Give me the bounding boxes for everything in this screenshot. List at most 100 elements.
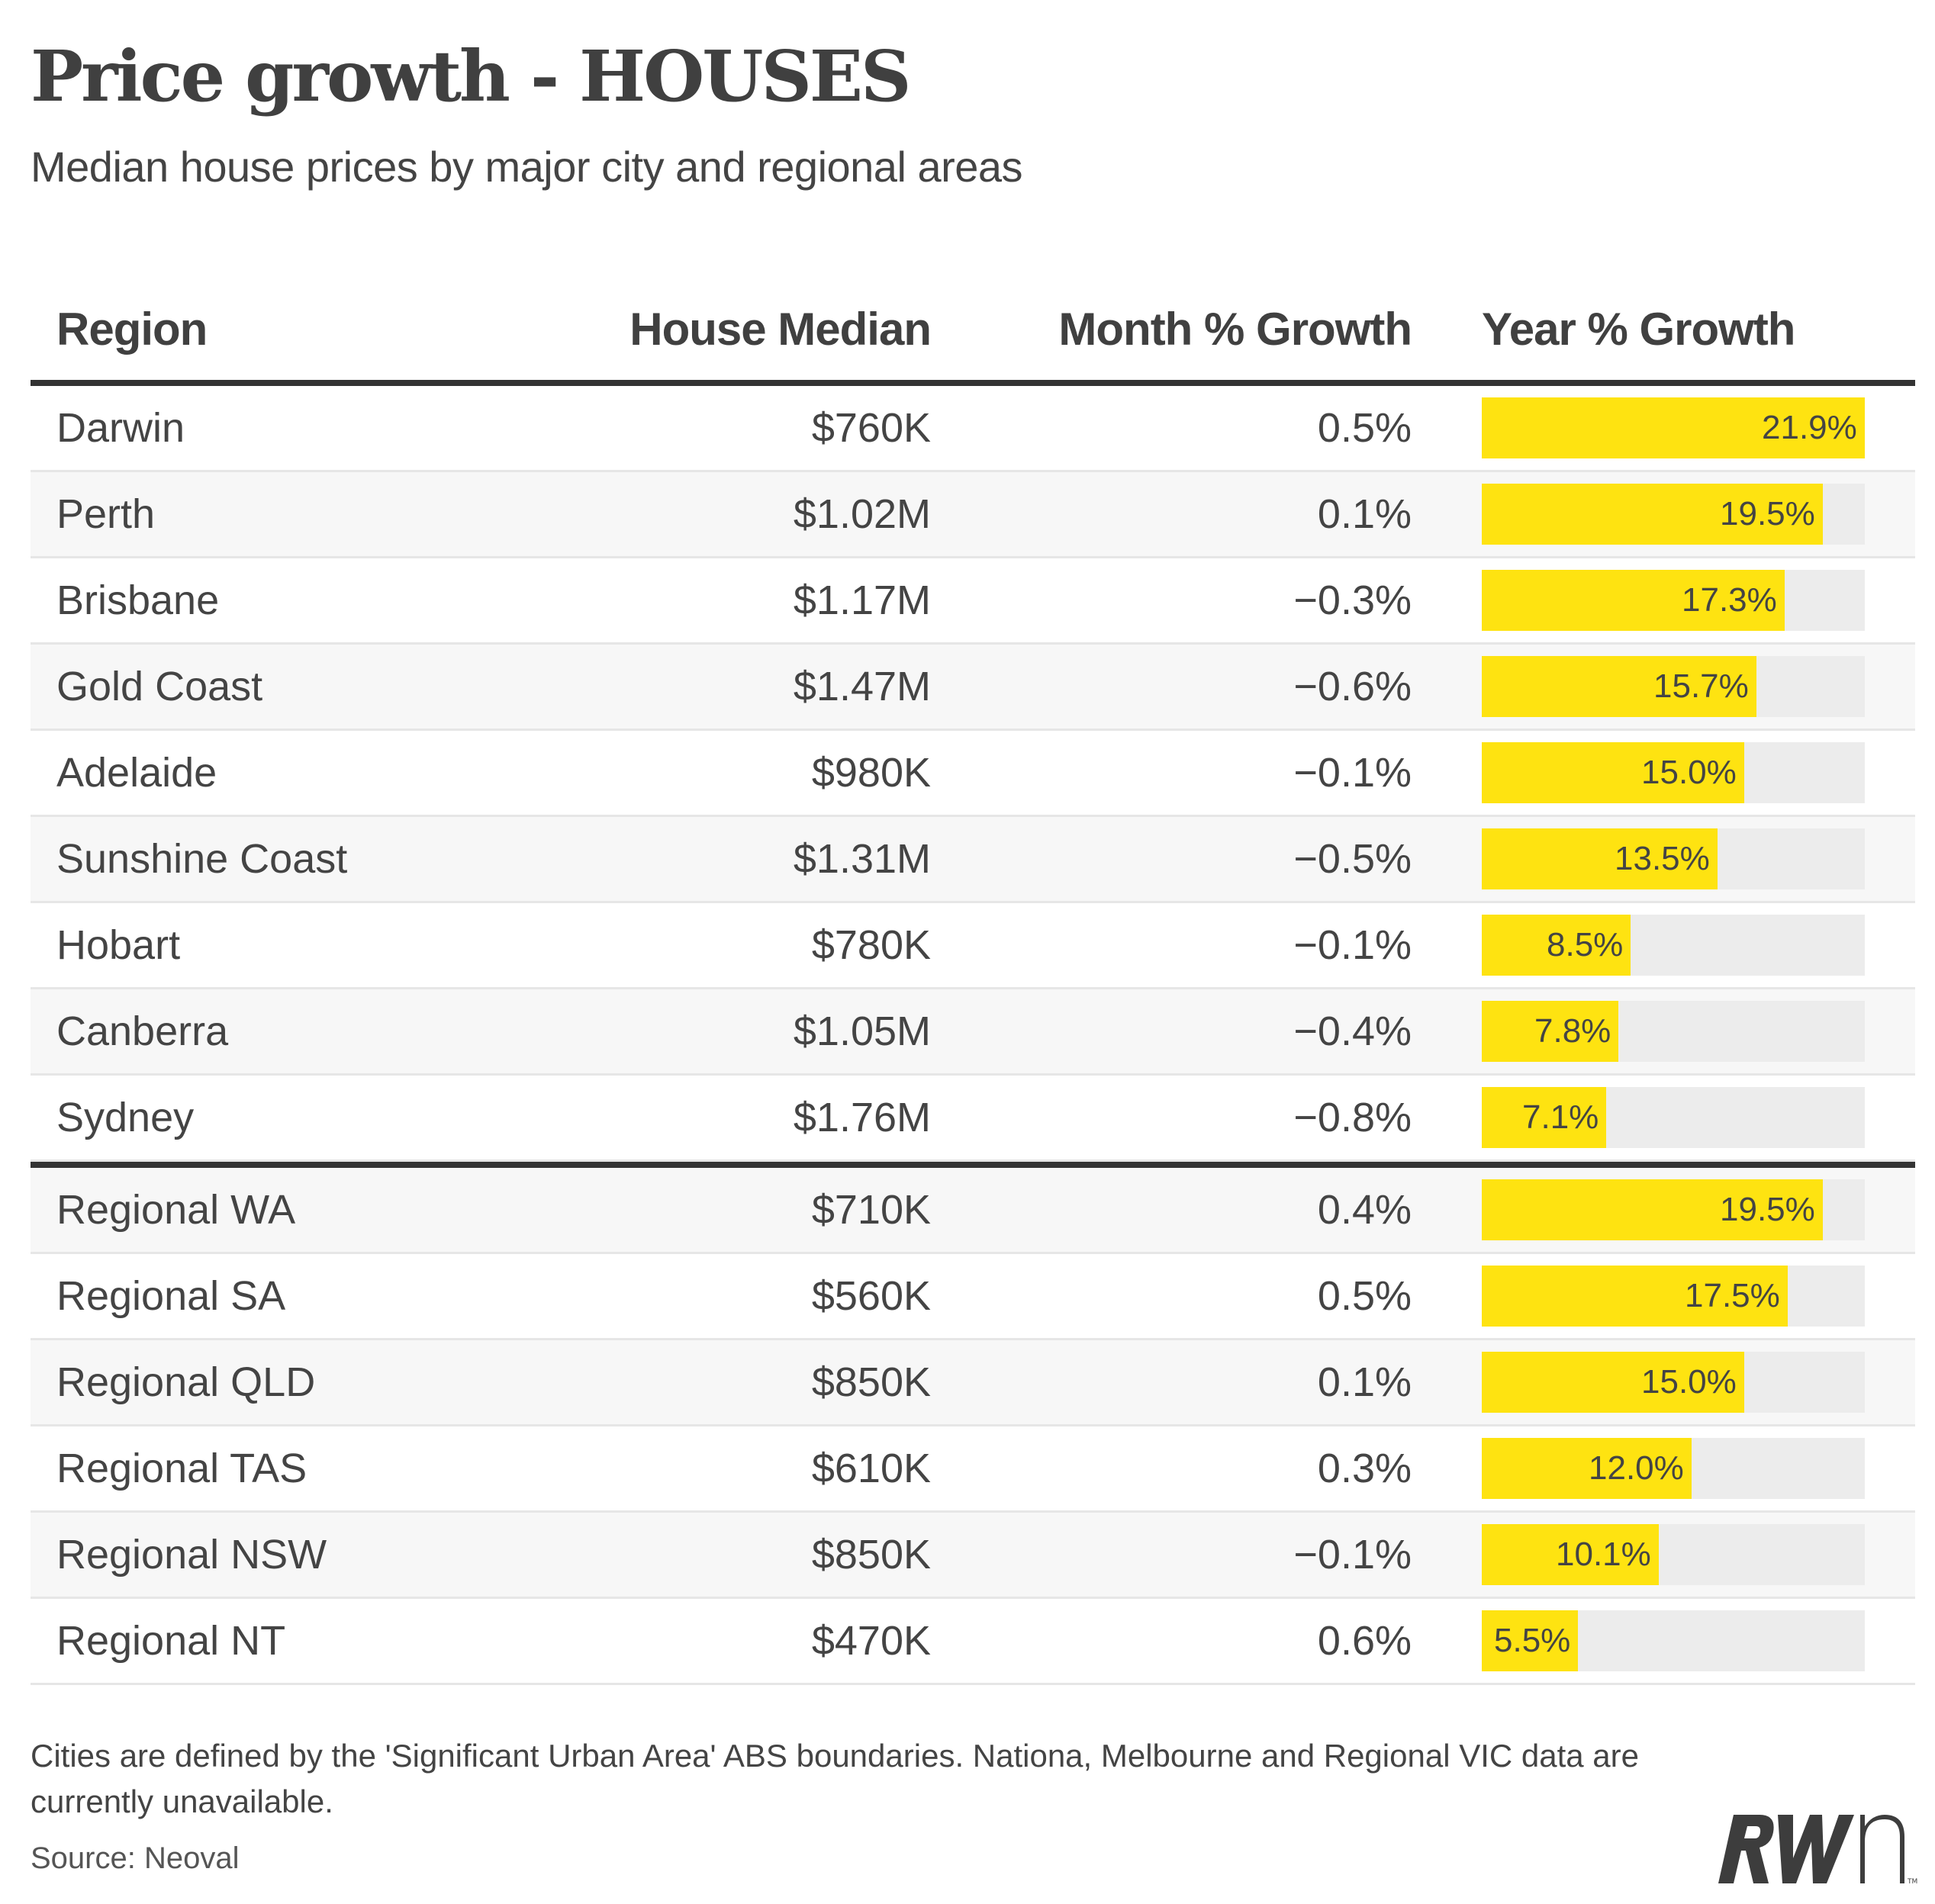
year-growth-label: 21.9% [1762,409,1857,446]
year-growth-bar-track: 15.7% [1482,656,1865,717]
house-median-value: $760K [811,405,931,451]
month-growth-value: 0.6% [1317,1618,1412,1664]
region-name: Regional QLD [56,1359,316,1405]
year-growth-bar-track: 21.9% [1482,397,1865,458]
year-growth-bar-track: 7.1% [1482,1087,1865,1148]
table-row: Gold Coast $1.47M −0.6% 15.7% [31,645,1915,731]
year-growth-label: 8.5% [1547,926,1624,963]
table-row: Adelaide $980K −0.1% 15.0% [31,731,1915,817]
year-growth-bar-track: 15.0% [1482,742,1865,803]
trademark-mark: TM [1907,1878,1917,1886]
house-median-value: $1.76M [793,1095,931,1140]
year-growth-bar [1482,1438,1692,1499]
region-name: Canberra [56,1008,229,1054]
year-growth-bar [1482,828,1718,889]
month-growth-value: 0.5% [1317,1273,1412,1319]
year-growth-label: 7.8% [1534,1012,1611,1050]
year-growth-bar-track: 12.0% [1482,1438,1865,1499]
year-growth-label: 19.5% [1720,495,1815,532]
house-median-value: $710K [811,1187,931,1233]
year-growth-label: 7.1% [1522,1098,1599,1136]
table-row: Perth $1.02M 0.1% 19.5% [31,472,1915,558]
month-growth-value: −0.1% [1293,1532,1412,1578]
month-growth-value: 0.4% [1317,1187,1412,1233]
month-growth-value: −0.4% [1293,1008,1412,1054]
year-growth-bar [1482,1524,1659,1585]
house-median-value: $1.31M [793,836,931,882]
region-name: Regional NSW [56,1532,327,1578]
year-growth-bar-track: 8.5% [1482,915,1865,976]
footnote: Cities are defined by the 'Significant U… [31,1738,1639,1819]
house-median-value: $1.05M [793,1008,931,1054]
column-header-year-growth: Year % Growth [1482,304,1795,355]
year-growth-bar [1482,1087,1606,1148]
year-growth-bar-track: 5.5% [1482,1610,1865,1671]
house-median-value: $980K [811,750,931,796]
year-growth-bar-track: 19.5% [1482,1179,1865,1240]
year-growth-label: 17.3% [1682,581,1777,619]
year-growth-label: 5.5% [1494,1622,1571,1659]
table-row: Regional NSW $850K −0.1% 10.1% [31,1513,1915,1599]
year-growth-bar-track: 19.5% [1482,484,1865,545]
year-growth-label: 15.0% [1641,1363,1737,1401]
table-row: Brisbane $1.17M −0.3% 17.3% [31,558,1915,645]
table-row: Regional SA $560K 0.5% 17.5% [31,1254,1915,1340]
table-row: Regional WA $710K 0.4% 19.5% [31,1162,1915,1254]
year-growth-bar [1482,1266,1788,1327]
house-median-value: $610K [811,1446,931,1491]
year-growth-bar [1482,1610,1578,1671]
house-median-value: $780K [811,922,931,968]
month-growth-value: 0.1% [1317,1359,1412,1405]
year-growth-bar-track: 7.8% [1482,1001,1865,1062]
region-name: Hobart [56,922,181,968]
price-growth-table: Region House Median Month % Growth Year … [31,298,1915,1685]
table-row: Sunshine Coast $1.31M −0.5% 13.5% [31,817,1915,903]
table-body: Darwin $760K 0.5% 21.9% Perth $1.02M 0.1% 19.5%… [31,386,1915,1685]
region-name: Perth [56,491,156,537]
year-growth-bar-track: 13.5% [1482,828,1865,889]
region-name: Gold Coast [56,664,263,709]
year-growth-label: 10.1% [1556,1536,1651,1573]
chart-title: Price growth - HOUSES [31,35,911,117]
rwn-logo-icon: TM [1718,1815,1917,1886]
table-row: Sydney $1.76M −0.8% 7.1% [31,1076,1915,1162]
year-growth-label: 13.5% [1615,840,1710,877]
column-header-house-median: House Median [629,304,932,355]
year-growth-bar-track: 17.3% [1482,570,1865,631]
year-growth-bar-track: 17.5% [1482,1266,1865,1327]
house-median-value: $1.47M [793,664,931,709]
header-rule [31,380,1915,386]
year-growth-bar [1482,397,1865,458]
house-median-value: $1.02M [793,491,931,537]
column-header-region: Region [56,304,208,355]
year-growth-bar [1482,484,1823,545]
month-growth-value: −0.5% [1293,836,1412,882]
year-growth-label: 15.7% [1653,667,1749,705]
region-name: Regional TAS [56,1446,307,1491]
year-growth-label: 19.5% [1720,1191,1815,1228]
year-growth-bar-track: 10.1% [1482,1524,1865,1585]
house-median-value: $470K [811,1618,931,1664]
year-growth-bar-track: 15.0% [1482,1352,1865,1413]
house-median-value: $850K [811,1532,931,1578]
house-median-value: $560K [811,1273,931,1319]
table-header: Region House Median Month % Growth Year … [31,298,1915,380]
year-growth-bar [1482,570,1785,631]
year-growth-label: 12.0% [1589,1449,1684,1487]
region-name: Adelaide [56,750,217,796]
month-growth-value: −0.3% [1293,577,1412,623]
region-name: Sydney [56,1095,195,1140]
chart-subtitle: Median house prices by major city and re… [31,143,1023,191]
region-name: Darwin [56,405,185,451]
table-row: Regional QLD $850K 0.1% 15.0% [31,1340,1915,1426]
month-growth-value: −0.1% [1293,750,1412,796]
year-growth-bar [1482,656,1756,717]
month-growth-value: −0.8% [1293,1095,1412,1140]
month-growth-value: 0.5% [1317,405,1412,451]
house-median-value: $1.17M [793,577,931,623]
year-growth-bar [1482,742,1744,803]
table-row: Hobart $780K −0.1% 8.5% [31,903,1915,989]
year-growth-bar [1482,1179,1823,1240]
year-growth-bar [1482,1001,1618,1062]
table-row: Regional TAS $610K 0.3% 12.0% [31,1426,1915,1513]
